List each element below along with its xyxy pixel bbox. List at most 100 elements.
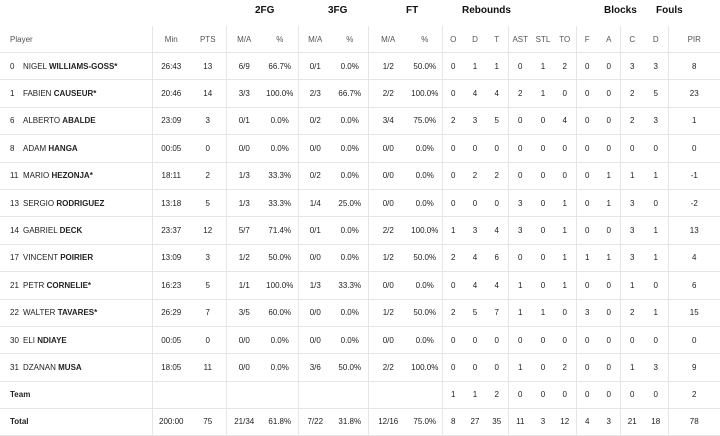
player-number: 1 <box>10 89 15 99</box>
player-fg2-pct: 0.0% <box>262 134 298 163</box>
player-first-name: DZANAN <box>23 362 56 372</box>
header-fg3-pct[interactable]: % <box>332 26 368 53</box>
header-pir[interactable]: PIR <box>667 26 720 53</box>
player-foul-d: 1 <box>644 299 668 327</box>
player-foul-c: 2 <box>619 299 644 327</box>
player-ft-ma: 2/2 <box>367 216 408 245</box>
player-name-cell[interactable]: 30 ELI NDIAYE <box>0 326 152 355</box>
player-reb-o: 0 <box>441 79 464 108</box>
player-stl: 0 <box>532 189 554 218</box>
player-pts: 14 <box>190 79 226 108</box>
player-fg2-ma: 0/0 <box>225 353 262 382</box>
player-foul-d: 3 <box>644 107 668 136</box>
player-fg2-ma: 1/1 <box>225 271 262 300</box>
player-foul-d: 5 <box>644 79 668 108</box>
total-to: 12 <box>554 408 576 436</box>
player-to: 1 <box>554 189 576 218</box>
player-number: 14 <box>10 226 19 236</box>
player-name-cell[interactable]: 13 SERGIO RODRIGUEZ <box>0 189 152 218</box>
player-to: 4 <box>554 107 576 136</box>
header-blk-a[interactable]: A <box>598 26 620 53</box>
header-blk-f[interactable]: F <box>575 26 598 53</box>
player-fg3-pct: 0.0% <box>332 299 368 327</box>
player-blk-f: 1 <box>575 244 598 273</box>
player-ast: 3 <box>507 189 532 218</box>
player-name-cell[interactable]: 17 VINCENT POIRIER <box>0 244 152 273</box>
total-reb-t: 35 <box>486 408 508 436</box>
player-fg3-pct: 0.0% <box>332 134 368 163</box>
header-stl[interactable]: STL <box>532 26 554 53</box>
player-first-name: SERGIO <box>23 198 55 208</box>
player-name-cell[interactable]: 8 ADAM HANGA <box>0 134 152 163</box>
player-pir: 9 <box>667 353 720 382</box>
player-ft-pct: 0.0% <box>408 271 442 300</box>
header-ft-pct[interactable]: % <box>408 26 442 53</box>
header-reb-t[interactable]: T <box>486 26 508 53</box>
player-name-cell[interactable]: 0 NIGEL WILLIAMS-GOSS* <box>0 52 152 81</box>
player-name-cell[interactable]: 1 FABIEN CAUSEUR* <box>0 79 152 108</box>
player-foul-d: 3 <box>644 52 668 81</box>
player-name-cell[interactable]: 22 WALTER TAVARES* <box>0 299 152 327</box>
header-foul-c[interactable]: C <box>619 26 644 53</box>
player-number: 0 <box>10 61 15 71</box>
header-fg3-ma[interactable]: M/A <box>297 26 332 53</box>
header-to[interactable]: TO <box>554 26 576 53</box>
header-reb-o[interactable]: O <box>441 26 464 53</box>
player-ast: 3 <box>507 216 532 245</box>
player-pir: -2 <box>667 189 720 218</box>
team-blk-f: 0 <box>575 381 598 409</box>
player-foul-c: 1 <box>619 271 644 300</box>
player-pts: 2 <box>190 162 226 190</box>
team-row: Team 1 1 2 0 0 0 0 0 0 0 2 <box>0 381 720 409</box>
header-fg2-pct[interactable]: % <box>262 26 298 53</box>
player-name-cell[interactable]: 6 ALBERTO ABALDE <box>0 107 152 136</box>
player-blk-f: 0 <box>575 79 598 108</box>
player-name-cell[interactable]: 31 DZANAN MUSA <box>0 353 152 382</box>
player-pts: 12 <box>190 216 226 245</box>
player-pts: 3 <box>190 107 226 136</box>
player-fg3-ma: 0/0 <box>297 299 332 327</box>
player-to: 0 <box>554 162 576 190</box>
player-name-cell[interactable]: 14 GABRIEL DECK <box>0 216 152 245</box>
header-ast[interactable]: AST <box>507 26 532 53</box>
player-fg3-ma: 2/3 <box>297 79 332 108</box>
player-ft-ma: 0/0 <box>367 162 408 190</box>
player-ft-ma: 3/4 <box>367 107 408 136</box>
player-fg2-pct: 50.0% <box>262 244 298 273</box>
total-foul-c: 21 <box>619 408 644 436</box>
player-ast: 2 <box>507 79 532 108</box>
header-reb-d[interactable]: D <box>464 26 486 53</box>
player-to: 0 <box>554 134 576 163</box>
player-row: 21 PETR CORNELIE* 16:23 5 1/1 100.0% 1/3 33.3% 0… <box>0 271 720 300</box>
player-row: 22 WALTER TAVARES* 26:29 7 3/5 60.0% 0/0 0.0% 1/… <box>0 299 720 327</box>
player-min: 13:18 <box>151 189 190 218</box>
player-reb-t: 4 <box>486 216 508 245</box>
player-min: 26:29 <box>151 299 190 327</box>
player-last-name: WILLIAMS-GOSS* <box>48 61 118 71</box>
header-player[interactable]: Player <box>0 26 152 53</box>
player-number: 6 <box>10 116 15 126</box>
player-blk-a: 1 <box>598 244 620 273</box>
player-pts: 3 <box>190 244 226 273</box>
player-ast: 1 <box>507 299 532 327</box>
team-reb-t: 2 <box>486 381 508 409</box>
header-pts[interactable]: PTS <box>190 26 226 53</box>
team-label: Team <box>0 381 152 409</box>
header-min[interactable]: Min <box>151 26 190 53</box>
player-blk-f: 0 <box>575 216 598 245</box>
player-rows: 0 NIGEL WILLIAMS-GOSS* 26:43 13 6/9 66.7% 0/1 0… <box>0 52 720 382</box>
player-reb-t: 0 <box>486 189 508 218</box>
player-reb-d: 0 <box>464 134 486 163</box>
header-foul-d[interactable]: D <box>644 26 668 53</box>
header-fg2-ma[interactable]: M/A <box>225 26 262 53</box>
player-blk-f: 0 <box>575 52 598 81</box>
player-name-cell[interactable]: 21 PETR CORNELIE* <box>0 271 152 300</box>
player-number: 31 <box>10 362 19 372</box>
player-fg3-ma: 0/1 <box>297 216 332 245</box>
total-ast: 11 <box>507 408 532 436</box>
player-name-cell[interactable]: 11 MARIO HEZONJA* <box>0 162 152 190</box>
player-blk-a: 0 <box>598 326 620 355</box>
header-ft-ma[interactable]: M/A <box>367 26 408 53</box>
total-row: Total 200:00 75 21/34 61.8% 7/22 31.8% 1… <box>0 408 720 436</box>
player-ast: 1 <box>507 271 532 300</box>
